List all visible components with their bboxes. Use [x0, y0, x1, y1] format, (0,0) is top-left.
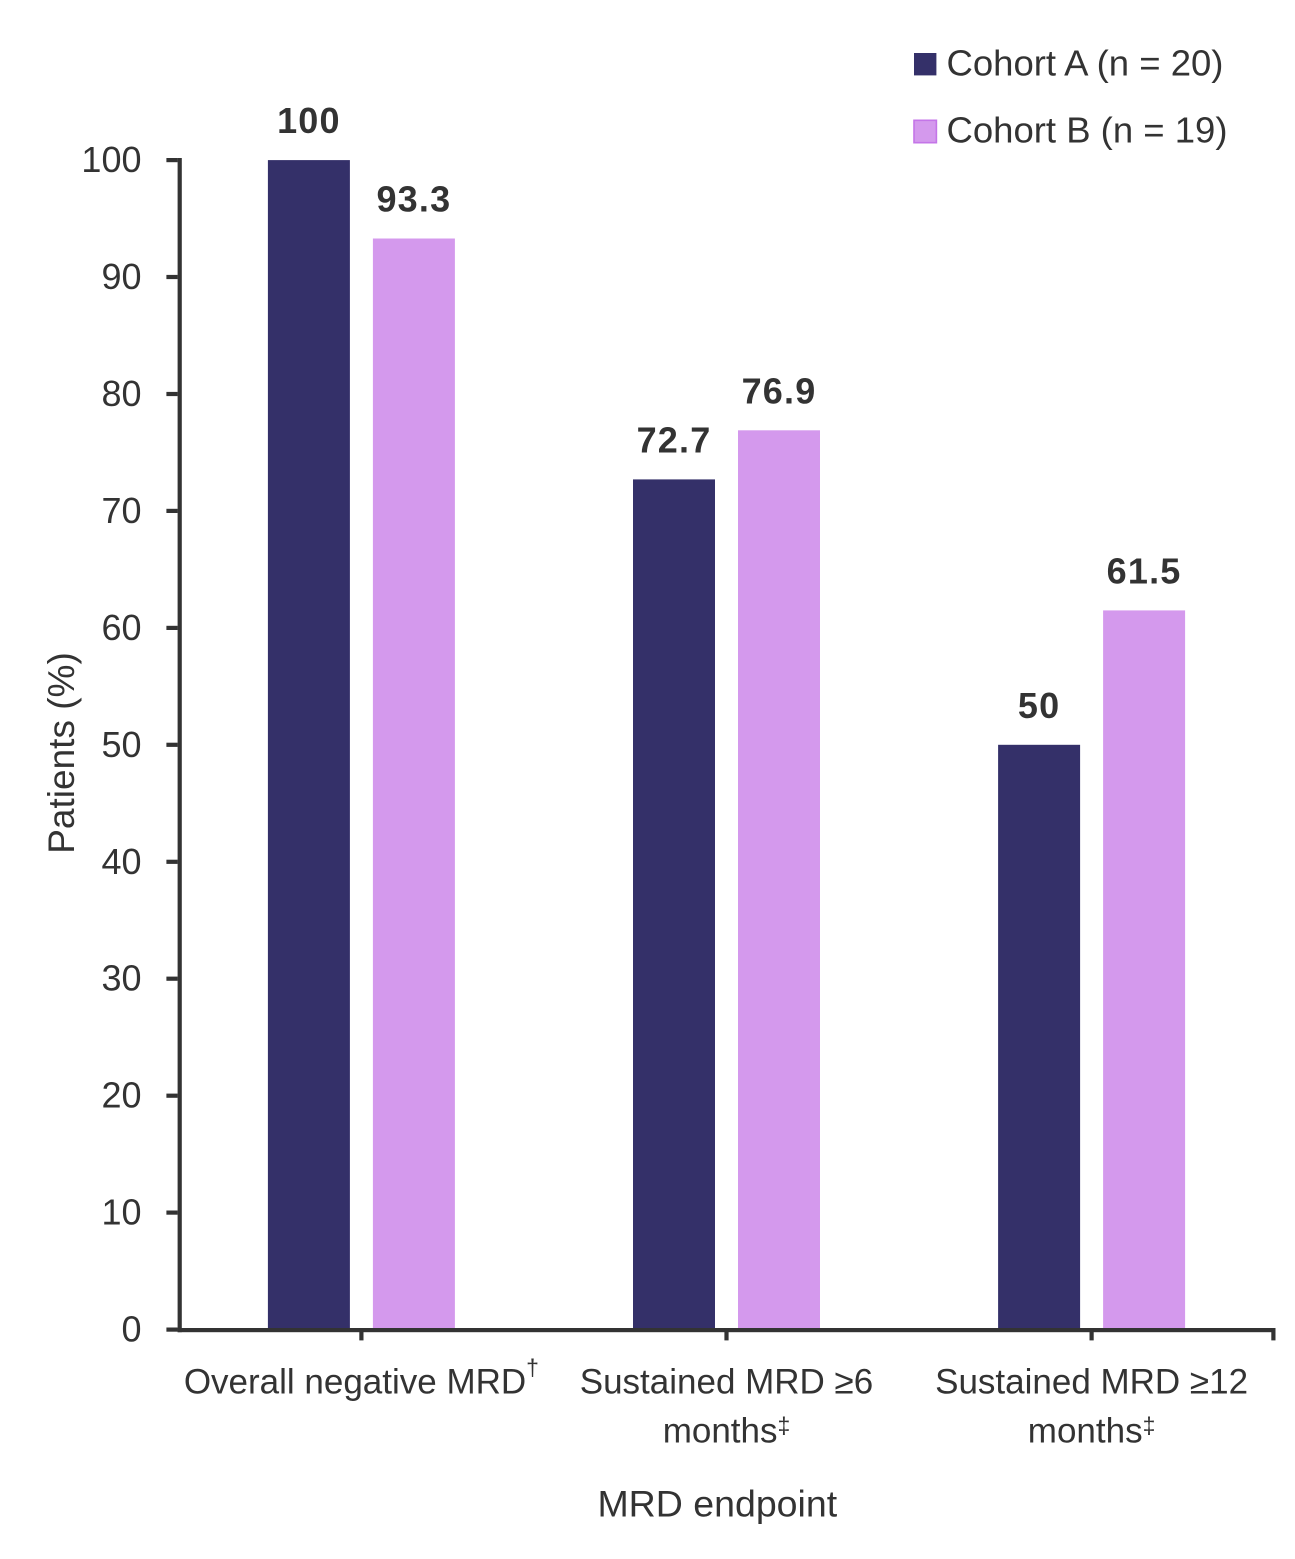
- svg-text:93.3: 93.3: [376, 179, 451, 220]
- svg-text:90: 90: [101, 256, 141, 297]
- svg-text:100: 100: [277, 100, 341, 141]
- svg-text:Sustained MRD ≥12: Sustained MRD ≥12: [935, 1362, 1248, 1401]
- svg-text:70: 70: [101, 490, 141, 531]
- svg-text:100: 100: [81, 139, 141, 180]
- svg-text:60: 60: [101, 607, 141, 648]
- svg-text:Cohort B (n = 19): Cohort B (n = 19): [947, 110, 1228, 151]
- svg-text:months‡: months‡: [1028, 1411, 1156, 1450]
- svg-text:20: 20: [101, 1075, 141, 1116]
- svg-text:Cohort A (n = 20): Cohort A (n = 20): [947, 43, 1224, 84]
- svg-text:Patients (%): Patients (%): [41, 652, 82, 854]
- svg-text:80: 80: [101, 373, 141, 414]
- svg-text:0: 0: [121, 1309, 141, 1350]
- svg-text:50: 50: [1018, 685, 1060, 726]
- svg-text:MRD endpoint: MRD endpoint: [597, 1483, 837, 1525]
- svg-text:72.7: 72.7: [637, 419, 712, 460]
- svg-text:61.5: 61.5: [1107, 550, 1182, 591]
- svg-text:50: 50: [101, 724, 141, 765]
- svg-text:months‡: months‡: [663, 1411, 791, 1450]
- svg-text:10: 10: [101, 1192, 141, 1233]
- svg-text:40: 40: [101, 841, 141, 882]
- svg-text:76.9: 76.9: [742, 370, 817, 411]
- svg-text:Sustained MRD ≥6: Sustained MRD ≥6: [580, 1362, 874, 1401]
- svg-text:30: 30: [101, 958, 141, 999]
- svg-text:Overall negative MRD†: Overall negative MRD†: [184, 1355, 539, 1402]
